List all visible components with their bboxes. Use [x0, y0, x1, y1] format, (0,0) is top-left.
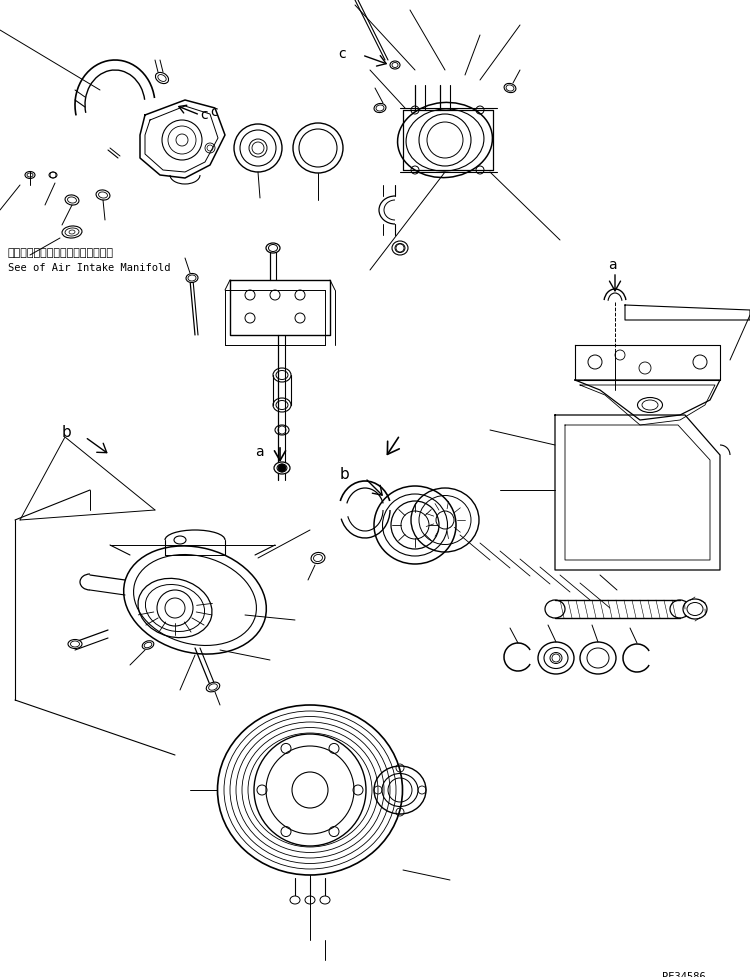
- Text: c: c: [210, 105, 218, 119]
- Text: PE34586: PE34586: [662, 972, 706, 977]
- Text: c: c: [200, 108, 208, 122]
- Ellipse shape: [266, 243, 280, 253]
- Ellipse shape: [68, 640, 82, 649]
- Text: a: a: [608, 258, 616, 272]
- Circle shape: [278, 464, 286, 472]
- Ellipse shape: [186, 274, 198, 282]
- Ellipse shape: [374, 104, 386, 112]
- Ellipse shape: [320, 896, 330, 904]
- Ellipse shape: [305, 896, 315, 904]
- Text: c: c: [338, 47, 346, 61]
- Text: See of Air Intake Manifold: See of Air Intake Manifold: [8, 263, 170, 273]
- Ellipse shape: [142, 641, 154, 650]
- Ellipse shape: [206, 682, 220, 692]
- Ellipse shape: [390, 61, 400, 69]
- Ellipse shape: [274, 462, 290, 474]
- Ellipse shape: [174, 536, 186, 544]
- Ellipse shape: [25, 172, 35, 179]
- Ellipse shape: [504, 83, 516, 93]
- Circle shape: [176, 134, 188, 146]
- Ellipse shape: [311, 552, 325, 564]
- Ellipse shape: [290, 896, 300, 904]
- Text: b: b: [340, 467, 350, 482]
- Ellipse shape: [155, 72, 169, 84]
- Text: エアーインテークマニホールド参照: エアーインテークマニホールド参照: [8, 248, 114, 258]
- Ellipse shape: [683, 599, 707, 619]
- Text: b: b: [62, 425, 72, 440]
- Text: a: a: [255, 445, 264, 459]
